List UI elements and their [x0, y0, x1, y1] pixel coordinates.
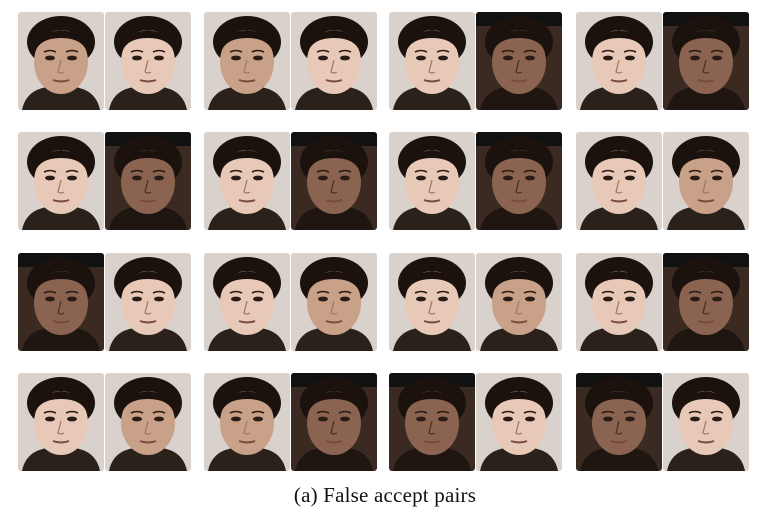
face-photo — [105, 132, 191, 230]
face-photo — [476, 132, 562, 230]
face-photo — [576, 12, 662, 110]
face-photo — [291, 132, 377, 230]
face-photo — [204, 373, 290, 471]
face-photo — [291, 253, 377, 351]
face-photo — [476, 373, 562, 471]
face-photo — [389, 373, 475, 471]
face-photo — [291, 373, 377, 471]
face-photo — [663, 132, 749, 230]
figure-caption: (a) False accept pairs — [293, 483, 477, 507]
face-photo — [389, 132, 475, 230]
face-photo — [204, 253, 290, 351]
face-photo — [105, 253, 191, 351]
face-photo — [663, 373, 749, 471]
face-photo — [18, 12, 104, 110]
face-photo — [663, 253, 749, 351]
face-photo — [476, 253, 562, 351]
face-photo — [18, 253, 104, 351]
face-photo — [476, 12, 562, 110]
face-photo — [389, 12, 475, 110]
face-photo — [105, 373, 191, 471]
face-pair-grid — [18, 12, 749, 471]
face-photo — [576, 373, 662, 471]
face-photo — [18, 373, 104, 471]
face-photo — [663, 12, 749, 110]
face-photo — [105, 12, 191, 110]
face-photo — [204, 12, 290, 110]
face-photo — [576, 132, 662, 230]
face-photo — [389, 253, 475, 351]
face-photo — [18, 132, 104, 230]
face-photo — [291, 12, 377, 110]
face-photo — [576, 253, 662, 351]
face-photo — [204, 132, 290, 230]
